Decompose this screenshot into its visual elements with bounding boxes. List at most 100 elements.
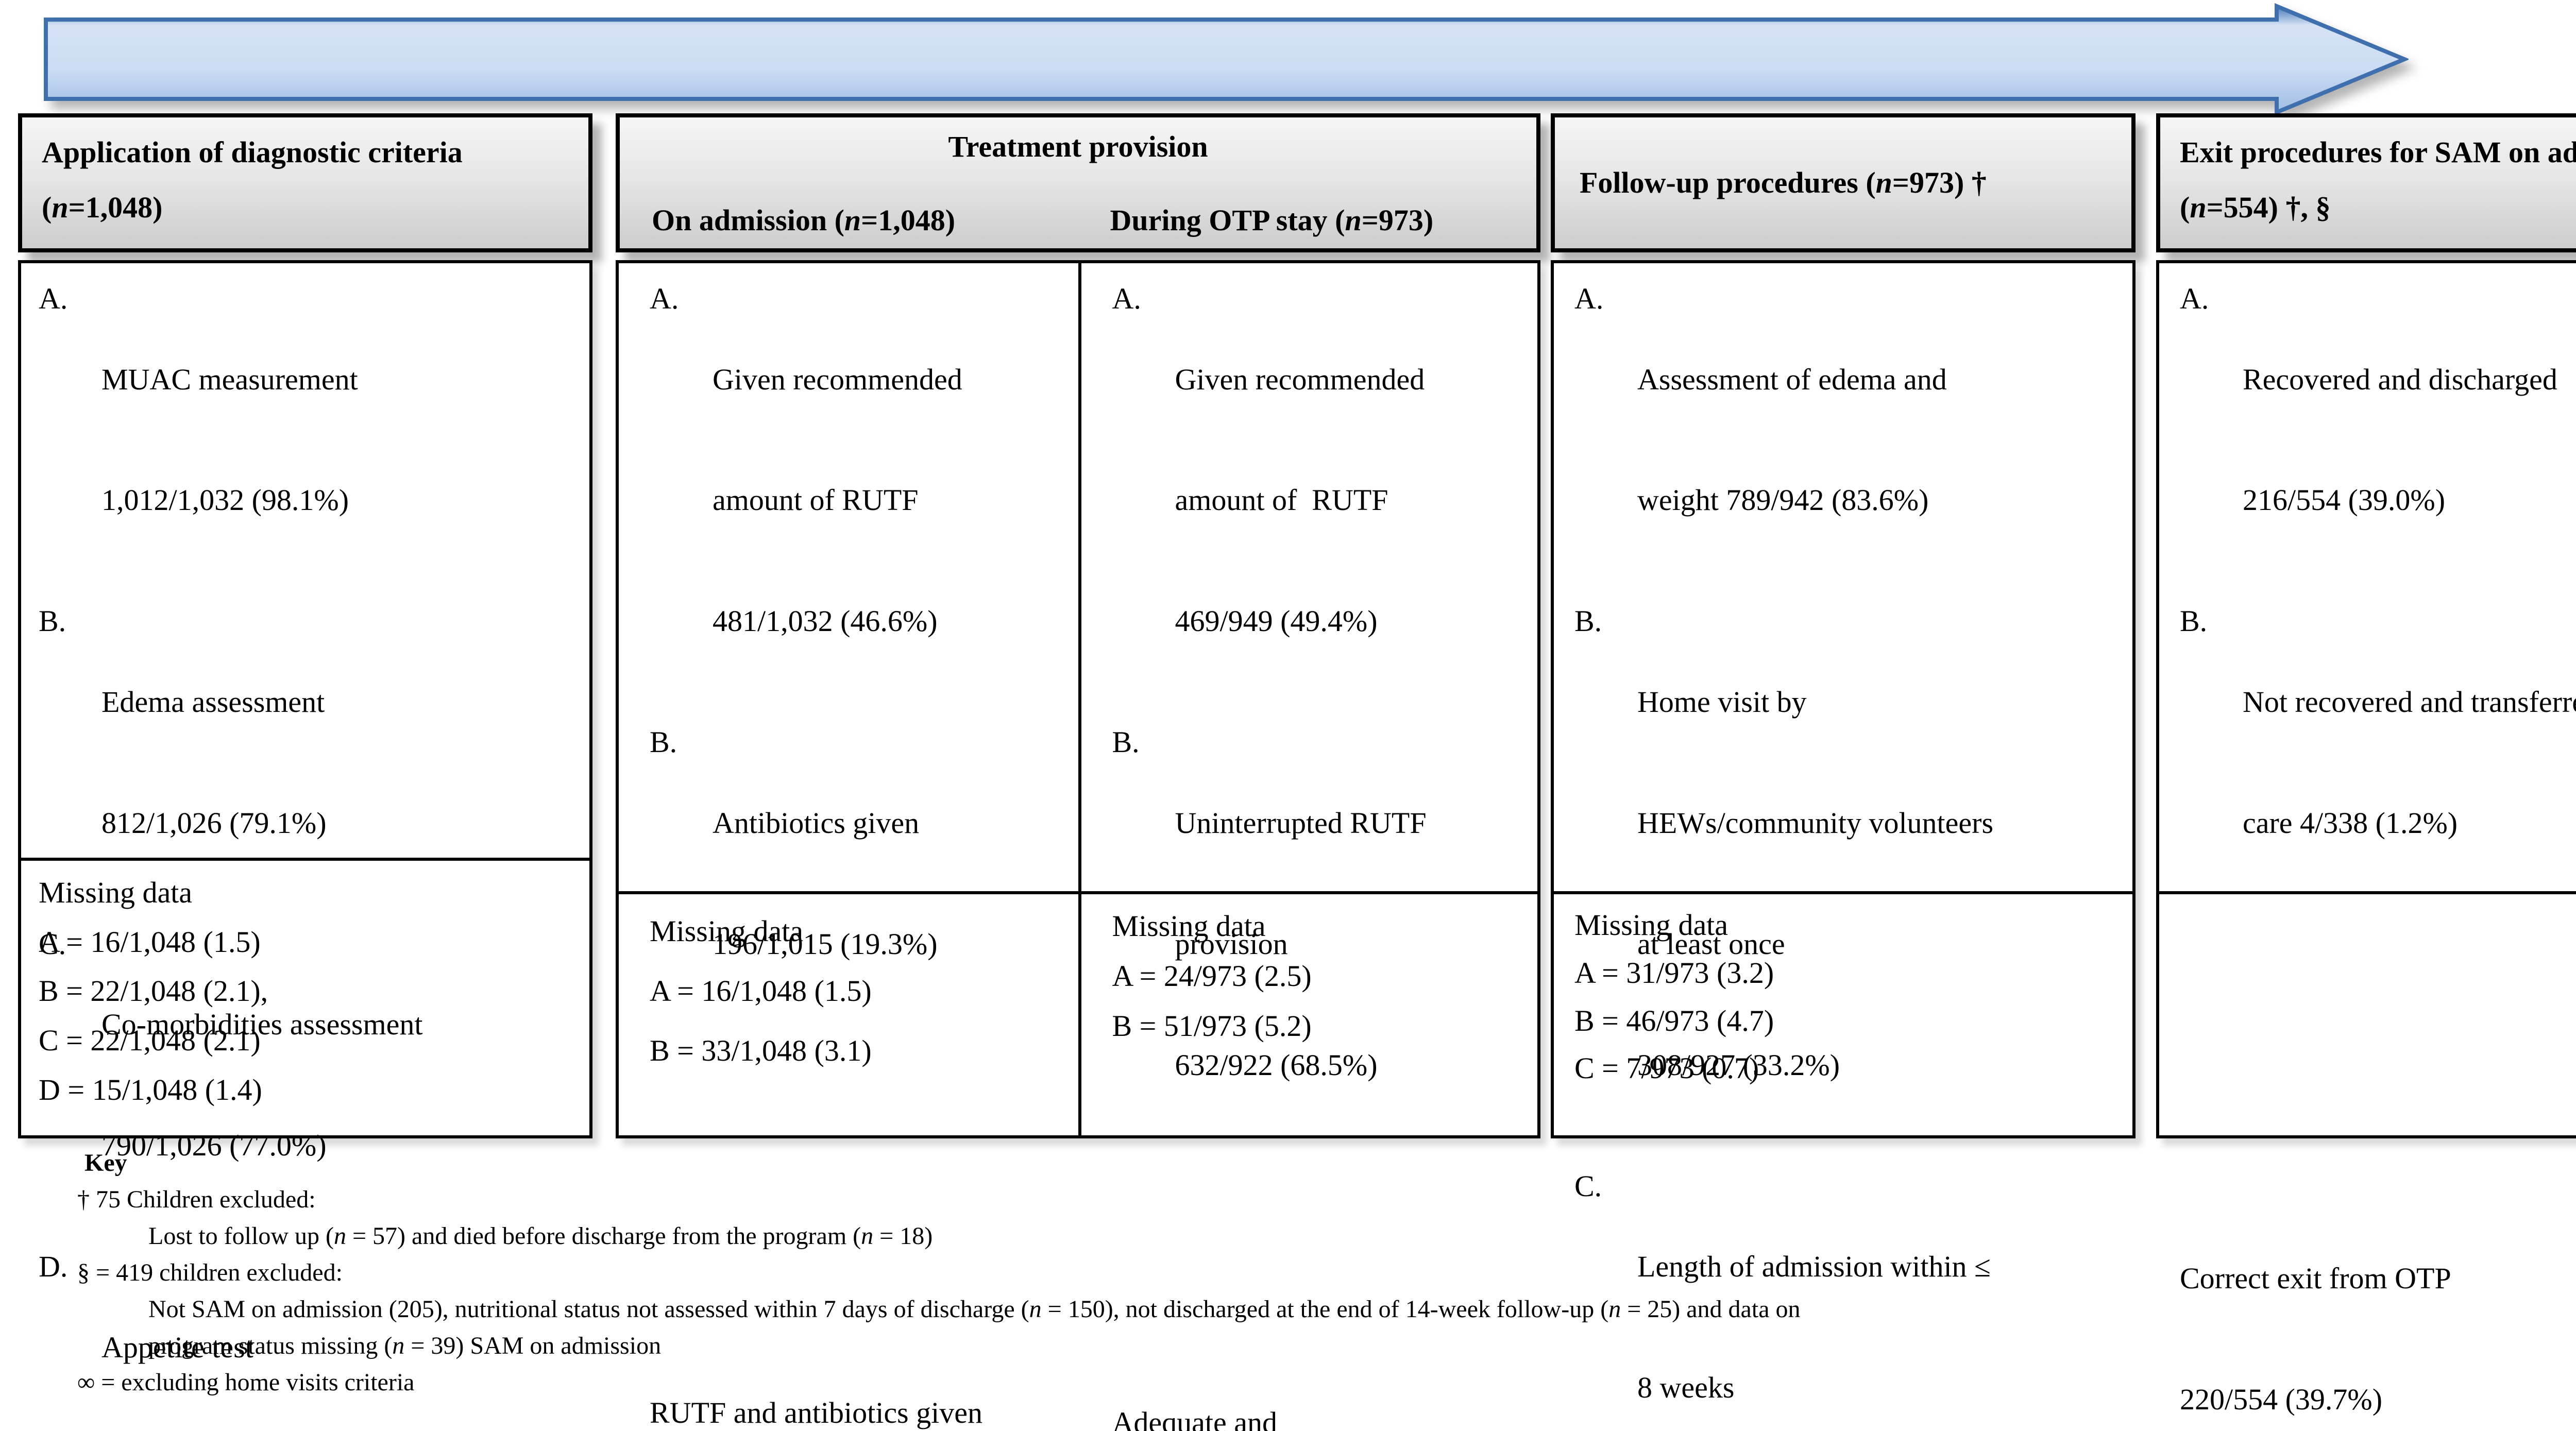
missing-data-line: B = 33/1,048 (3.1) [650, 1034, 872, 1067]
list-item-line: Assessment of edema and [1637, 362, 1947, 396]
list-item-label: B. [39, 604, 66, 638]
list-item: D. Appetite test 982/1,033 (95.1%) [39, 1247, 579, 1431]
column-header: Exit procedures for SAM on admission (n=… [2156, 113, 2576, 252]
right-arrow-shape [44, 3, 2409, 115]
missing-data-line: C = 22/1,048 (2.1) [39, 1024, 261, 1058]
column-diagnostic-criteria: Application of diagnostic criteria (n=1,… [18, 113, 592, 1364]
key-line: Not SAM on admission (205), nutritional … [148, 1296, 1801, 1323]
column-body: A. Assessment of edema and weight 789/94… [1551, 260, 2136, 1404]
key-line: program status missing (n = 39) SAM on a… [148, 1332, 662, 1360]
summary-line: Correct exit from OTP [2180, 1262, 2451, 1296]
criteria-list: A. MUAC measurement 1,012/1,032 (98.1%) … [21, 263, 589, 1364]
list-item-line: Not recovered and transferred to inpatie… [2243, 685, 2576, 719]
missing-data-line: B = 51/973 (5.2) [1112, 1009, 1312, 1043]
list-item: A. Assessment of edema and weight 789/94… [1574, 279, 2122, 601]
column-treatment-provision: Treatment provision On admission (n=1,04… [616, 113, 1540, 1431]
column-exit-procedures: Exit procedures for SAM on admission (n=… [2156, 113, 2576, 1416]
missing-data-line: Missing data [39, 876, 193, 909]
missing-data-section: Missing data A = 24/973 (2.5) B = 51/973… [1081, 891, 1537, 1135]
list-item-line: Edema assessment [101, 685, 325, 719]
list-item-line: Co-morbidities assessment [101, 1008, 423, 1042]
list-item-line: 790/1,026 (77.0%) [101, 1129, 327, 1163]
list-item-line: Given recommended [1175, 362, 1425, 396]
list-item: B. Antibiotics given 196/1,015 (19.3%) [650, 722, 1068, 1045]
column-body: A. Recovered and discharged 216/554 (39.… [2156, 260, 2576, 1416]
missing-data-line: Missing data [1574, 908, 1728, 942]
summary-line: RUTF and antibiotics given [650, 1396, 982, 1430]
key-title: Key [84, 1149, 127, 1177]
column-header: Treatment provision On admission (n=1,04… [616, 113, 1540, 252]
subcolumn-header-row: On admission (n=1,048) During OTP stay (… [620, 199, 1536, 241]
list-item-label: B. [650, 725, 677, 759]
list-item: A. Given recommended amount of RUTF 469/… [1112, 279, 1528, 722]
header-title-line: Treatment provision [948, 130, 1208, 163]
list-item-line: Home visit by [1637, 685, 1807, 719]
criteria-list: A. Recovered and discharged 216/554 (39.… [2159, 263, 2576, 1416]
list-item-text: Co-morbidities assessment 790/1,026 (77.… [101, 924, 579, 1247]
header-title-line: (n=554) †, § [2180, 191, 2331, 225]
list-item-line: Given recommended [713, 362, 962, 396]
subcolumn-header-during-otp: During OTP stay (n=973) [1110, 203, 1434, 237]
summary-block: Correct exit from OTP 220/554 (39.7%) [2180, 1178, 2576, 1431]
list-item-text: Appetite test 982/1,033 (95.1%) [101, 1247, 579, 1431]
key-section: Key † 75 Children excluded: Lost to foll… [77, 1145, 1801, 1401]
list-item: A. Recovered and discharged 216/554 (39.… [2180, 279, 2576, 601]
header-title-line: Follow-up procedures (n=973) † [1580, 166, 1987, 200]
list-item-line: Length of admission within ≤ [1637, 1250, 1991, 1284]
list-item-line: 216/554 (39.0%) [2243, 483, 2446, 517]
subcolumn-header-on-admission: On admission (n=1,048) [652, 203, 956, 237]
list-item-line: 308/927 (33.2%) [1637, 1048, 1840, 1082]
missing-data-line: A = 31/973 (3.2) [1574, 956, 1774, 990]
list-item: A. MUAC measurement 1,012/1,032 (98.1%) [39, 279, 579, 601]
list-item-text: Given recommended amount of RUTF 481/1,0… [713, 279, 1068, 722]
list-item-line: 481/1,032 (46.6%) [713, 604, 938, 638]
list-item-label: A. [1574, 282, 1604, 315]
criteria-list: A. Given recommended amount of RUTF 469/… [1081, 263, 1538, 1431]
header-title-line: Application of diagnostic criteria [42, 135, 463, 169]
column-body: A. MUAC measurement 1,012/1,032 (98.1%) … [18, 260, 592, 1364]
missing-data-section: Missing data A = 16/1,048 (1.5) B = 22/1… [21, 858, 589, 1135]
list-item-line: HEWs/community volunteers [1637, 806, 1994, 840]
list-item: B. Home visit by HEWs/community voluntee… [1574, 601, 2122, 1166]
key-line: Lost to follow up (n = 57) and died befo… [148, 1222, 933, 1250]
list-item-line: Appetite test [101, 1330, 253, 1364]
list-item-text: Length of admission within ≤ 8 weeks 690… [1637, 1166, 2122, 1431]
missing-data-line: B = 22/1,048 (2.1), [39, 974, 268, 1008]
list-item-label: B. [2180, 604, 2208, 638]
list-item: A. Given recommended amount of RUTF 481/… [650, 279, 1068, 722]
list-item-text: Assessment of edema and weight 789/942 (… [1637, 279, 2122, 601]
list-item-label: C. [1574, 1169, 1602, 1203]
missing-data-line: A = 24/973 (2.5) [1112, 959, 1312, 993]
list-item: C. Length of admission within ≤ 8 weeks … [1574, 1166, 2122, 1431]
list-item-line: amount of RUTF [1175, 483, 1388, 517]
missing-data-line: D = 15/1,048 (1.4) [39, 1072, 262, 1106]
summary-line: 220/554 (39.7%) [2180, 1383, 2383, 1417]
list-item: B. Uninterrupted RUTF provision 632/922 … [1112, 722, 1528, 1166]
missing-data-line: A = 16/1,048 (1.5) [39, 925, 261, 959]
list-item-text: Antibiotics given 196/1,015 (19.3%) [713, 722, 1068, 1045]
list-item-label: D. [39, 1250, 68, 1284]
list-item-line: Recovered and discharged [2243, 362, 2557, 396]
summary-block: Adequate and uninterrupted RUTF provisio… [1112, 1300, 1528, 1431]
list-item-text: Recovered and discharged 216/554 (39.0%) [2243, 279, 2576, 601]
list-item: B. Edema assessment 812/1,026 (79.1%) [39, 601, 579, 924]
list-item-label: C. [39, 927, 66, 961]
list-item-label: A. [39, 282, 68, 315]
column-header: Follow-up procedures (n=973) † [1551, 113, 2136, 252]
missing-data-line: Missing data [650, 914, 804, 948]
list-item: B. Not recovered and transferred to inpa… [2180, 601, 2576, 924]
criteria-list: A. Given recommended amount of RUTF 481/… [619, 263, 1078, 1429]
subcolumn-on-admission: A. Given recommended amount of RUTF 481/… [619, 263, 1078, 1429]
list-item-line: care 4/338 (1.2%) [2243, 806, 2458, 840]
list-item-line: Antibiotics given [713, 806, 920, 840]
key-line: † 75 Children excluded: [77, 1186, 316, 1214]
missing-data-line: C = 7/973 (0.7) [1574, 1051, 1759, 1085]
summary-block: RUTF and antibiotics given on admission … [650, 1290, 1068, 1431]
list-item-label: A. [650, 282, 679, 315]
list-item-line: MUAC measurement [101, 362, 358, 396]
list-item-text: Not recovered and transferred to inpatie… [2243, 601, 2576, 924]
column-follow-up-procedures: Follow-up procedures (n=973) † A. Assess… [1551, 113, 2136, 1404]
list-item-label: B. [1574, 604, 1602, 638]
missing-data-line: A = 16/1,048 (1.5) [650, 974, 872, 1008]
